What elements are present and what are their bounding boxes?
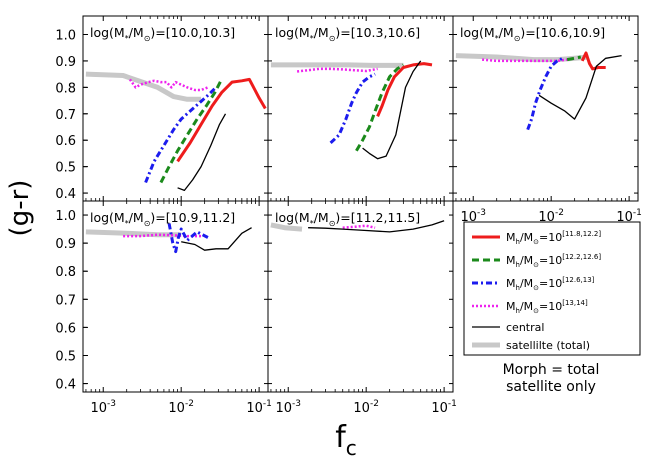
panel-2-series-central (362, 60, 422, 160)
panel-2 (270, 60, 433, 160)
panel-1-series-h1 (176, 77, 267, 163)
panel-1-series-h2 (159, 78, 223, 184)
legend-entry-h4-label: Mh/M⊙=10[13,14] (506, 299, 588, 315)
panel-3-series-h3 (526, 56, 564, 131)
panel-3-series-h2 (566, 55, 582, 62)
y-tick-label: 0.8 (55, 265, 76, 280)
x-tick-label: 10-1 (246, 399, 272, 416)
panel-2-frame (267, 15, 454, 202)
panel-5-series-h4 (342, 224, 376, 229)
y-tick-label: 1.0 (55, 209, 76, 224)
x-tick-label: 10-3 (275, 399, 301, 416)
y-tick-label: 0.9 (55, 237, 76, 252)
panel-3-series-h1 (580, 51, 606, 71)
legend: Mh/M⊙=10[11.8,12.2] Mh/M⊙=10[12.2,12.6] … (463, 221, 641, 356)
panel-4-title: log(M*/M⊙)=[10.9,11.2] (90, 210, 235, 228)
panel-1-frame (82, 15, 269, 202)
panel-1 (85, 71, 267, 192)
panel-2-series-sat (270, 62, 404, 68)
panel-5-series-central (308, 220, 445, 233)
legend-entry-sat-label: satellilte (total) (506, 339, 590, 352)
panel-3-series-central (538, 54, 622, 120)
y-tick-label: 0.5 (55, 349, 76, 364)
panel-4-series-central (181, 227, 252, 251)
panel-3 (455, 51, 622, 131)
morph-note-line-1: Morph = total (503, 362, 600, 378)
x-tick-label: 10-2 (168, 399, 194, 416)
panel-5-frame (267, 200, 454, 393)
panel-2-series-h3 (329, 72, 376, 144)
panel-4 (85, 223, 252, 254)
panel-4-frame (82, 200, 269, 393)
y-tick-label: 0.7 (55, 108, 76, 123)
panel-3-series-h4 (481, 58, 568, 63)
panel-2-series-h2 (355, 63, 405, 152)
panel-3-title: log(M*/M⊙)=[10.6,10.9] (460, 25, 605, 43)
panel-2-series-h1 (376, 62, 433, 117)
panel-5-title: log(M*/M⊙)=[11.2,11.5] (275, 210, 420, 228)
panel-1-title: log(M*/M⊙)=[10.0,10.3] (90, 25, 235, 43)
y-tick-label: 0.5 (55, 161, 76, 176)
panel-4-series-sat (85, 229, 182, 238)
x-tick-label: 10-1 (431, 399, 457, 416)
y-tick-label: 0.6 (55, 134, 76, 149)
morph-note-line-2: satellite only (506, 379, 596, 395)
panel-5-series-sat (270, 222, 303, 232)
x-axis-label: fc (335, 420, 357, 460)
x-tick-label: 10-1 (616, 208, 642, 225)
x-tick-label: 10-3 (460, 208, 486, 225)
panel-4-series-h3 (167, 223, 209, 254)
legend-entry-h2-label: Mh/M⊙=10[12.2,12.6] (506, 253, 601, 269)
y-axis-label: (g-r) (5, 180, 35, 237)
legend-entry-central-label: central (506, 321, 544, 334)
x-tick-label: 10-3 (90, 399, 116, 416)
panel-1-series-h4 (128, 78, 209, 92)
y-tick-label: 0.6 (55, 321, 76, 336)
legend-frame (463, 221, 641, 356)
y-tick-label: 0.7 (55, 293, 76, 308)
y-tick-label: 1.0 (55, 29, 76, 44)
x-tick-label: 10-2 (353, 399, 379, 416)
x-tick-label: 10-2 (538, 208, 564, 225)
panel-2-title: log(M*/M⊙)=[10.3,10.6] (275, 25, 420, 43)
panel-1-series-central (177, 113, 227, 192)
y-tick-label: 0.9 (55, 55, 76, 70)
legend-entry-h1-label: Mh/M⊙=10[11.8,12.2] (506, 230, 601, 246)
legend-entry-h3-label: Mh/M⊙=10[12.6,13] (506, 276, 595, 292)
y-tick-label: 0.8 (55, 81, 76, 96)
legend-swatches (472, 235, 500, 348)
panel-1-series-h3 (144, 86, 218, 184)
y-tick-label: 0.4 (55, 187, 76, 202)
panel-2-series-h4 (296, 67, 378, 73)
y-tick-label: 0.4 (55, 378, 76, 393)
panel-3-frame (452, 15, 639, 202)
axis-ticks: 0.4 0.5 0.6 0.7 0.8 0.9 1.0 0.4 0.5 0.6 0.7 0.8 0.9 1… (55, 16, 642, 416)
panel-1-series-sat (85, 71, 202, 102)
panel-5 (270, 220, 445, 233)
panel-3-series-sat (455, 53, 589, 63)
